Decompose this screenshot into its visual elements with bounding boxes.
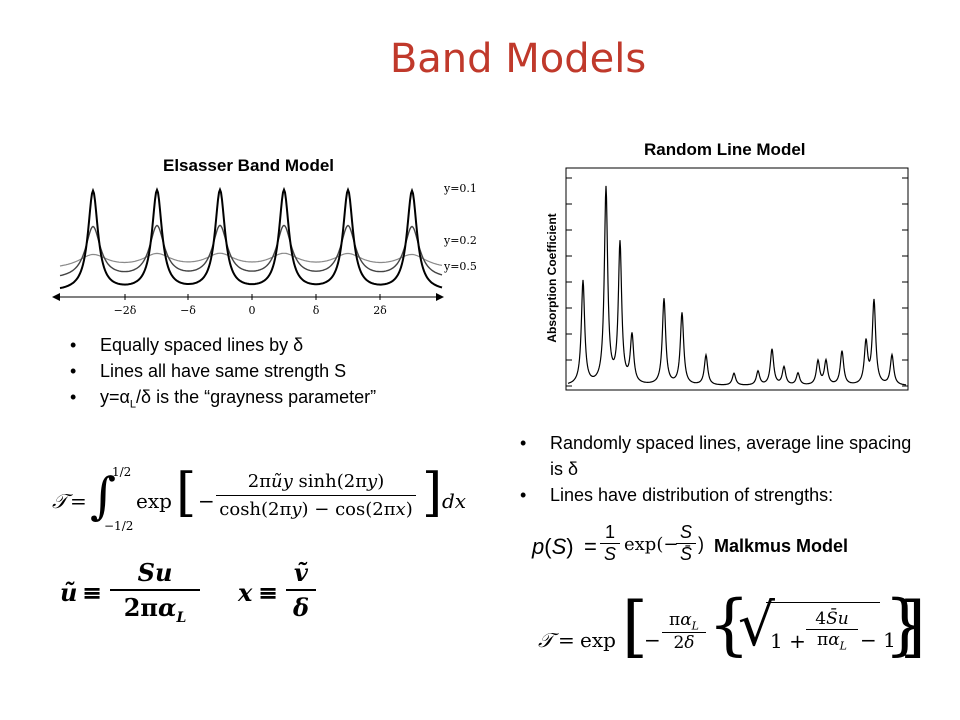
fraction-denominator: 2δ: [673, 633, 695, 654]
elsasser-transmission-equation: 𝒯 = ∫ 1/2 −1/2 exp [ − 2πũy sinh(2πy) co…: [52, 465, 472, 545]
fraction-numerator: παL: [669, 610, 699, 633]
integral-upper-limit: 1/2: [112, 465, 132, 479]
integral-lower-limit: −1/2: [104, 519, 134, 533]
x-axis-right-arrow: [436, 293, 444, 301]
random-line-bullets: Randomly spaced lines, average line spac…: [516, 430, 916, 508]
y-axis-ticks: [566, 177, 908, 387]
eq-fraction: 2πũy sinh(2πy) cosh(2πy) − cos(2πx): [216, 471, 416, 520]
fraction-numerator: 1: [604, 522, 615, 542]
sqrt-sign: √: [738, 591, 775, 659]
x-tick-label: 2δ: [373, 304, 387, 317]
fraction-denominator: S: [603, 544, 616, 564]
exp-function: exp(−: [624, 534, 679, 555]
right-bracket: ]: [900, 588, 926, 665]
x-axis-ticks: [124, 294, 381, 300]
bullet-item: y=αL/δ is the “grayness parameter”: [66, 384, 486, 418]
x-fraction: ṽ δ: [286, 558, 316, 622]
sqrt-fraction: 4S̄u παL: [806, 609, 858, 652]
grayness-subscript: L: [129, 398, 137, 411]
malkmus-transmission-equation: 𝒯 = exp [ − παL 2δ { √ 1 + 4S̄u παL − 1 …: [534, 592, 926, 690]
u-tilde-definition: ũ ≡ Su 2παL: [60, 558, 210, 628]
fraction-denominator: cosh(2πy) − cos(2πx): [219, 499, 413, 520]
left-bracket: [: [622, 588, 648, 665]
curve-y-0-5: [59, 252, 443, 267]
x-tick-label: −δ: [180, 304, 196, 317]
eq-operator: =: [558, 628, 575, 652]
slide-title: Band Models: [389, 36, 647, 82]
random-line-figure: Absorption Coefficient: [545, 167, 909, 391]
elsasser-figure: −2δ −δ 0 δ 2δ y=0.1 y=0.2 y=0.5: [52, 182, 477, 317]
equivalence-sign: ≡: [82, 578, 103, 607]
exp-function: exp: [580, 628, 616, 652]
eq-operator: =: [584, 534, 597, 559]
bullet-item: Equally spaced lines by δ: [66, 332, 486, 358]
left-brace: {: [708, 586, 750, 663]
minus-sign: −: [644, 628, 661, 652]
bullet-item: Lines all have same strength S: [66, 358, 486, 384]
x-symbol: x: [238, 578, 253, 607]
ps-lhs: p(S): [532, 534, 574, 559]
fraction-bar: [216, 495, 416, 496]
fraction-denominator: δ: [292, 593, 309, 622]
y-axis-label: Absorption Coefficient: [545, 213, 559, 342]
eq-symbol: 𝒯: [538, 628, 554, 652]
fraction-numerator: S: [679, 522, 692, 542]
minus-one: − 1: [860, 628, 896, 652]
fraction-bar: [110, 589, 200, 591]
fraction-numerator: ṽ: [294, 558, 308, 587]
malkmus-fraction: παL 2δ: [662, 610, 706, 653]
absorption-spectrum: [567, 185, 907, 386]
close-paren: ): [698, 534, 704, 554]
random-line-figure-title: Random Line Model: [644, 140, 806, 159]
sqrt-content: 1 + 4S̄u παL: [766, 602, 880, 653]
u-tilde-symbol: ũ: [60, 578, 78, 607]
minus-sign: −: [198, 489, 215, 513]
malkmus-model-label: Malkmus Model: [714, 536, 849, 556]
fraction-denominator: 2παL: [123, 593, 187, 626]
x-tick-label: 0: [249, 304, 256, 317]
curve-label-y-0-1: y=0.1: [443, 182, 477, 195]
elsasser-bullets: Equally spaced lines by δ Lines all have…: [66, 332, 486, 418]
left-bracket: [: [176, 463, 197, 523]
fraction-numerator: 4S̄u: [815, 609, 849, 629]
elsasser-figure-title: Elsasser Band Model: [163, 156, 335, 175]
sqrt-one: 1 +: [770, 629, 806, 653]
plot-frame: [565, 167, 909, 391]
bullet-item: Lines have distribution of strengths:: [516, 482, 916, 508]
fraction-bar: [806, 629, 858, 630]
ps-fraction-2: S S̄: [676, 522, 696, 565]
fraction-bar: [286, 589, 316, 591]
x-axis-left-arrow: [52, 293, 60, 301]
fraction-denominator: παL: [817, 630, 847, 653]
fraction-bar: [676, 543, 696, 544]
fraction-numerator: Su: [137, 558, 173, 587]
integral-sign: ∫: [90, 467, 117, 525]
curve-y-0-1: [59, 186, 443, 290]
differential: dx: [442, 489, 467, 513]
x-definition: x ≡ ṽ δ: [238, 558, 328, 628]
ps-fraction-1: 1 S: [600, 522, 620, 565]
curve-y-0-2: [59, 224, 443, 277]
fraction-bar: [600, 543, 620, 544]
curve-label-y-0-5: y=0.5: [443, 260, 477, 273]
equivalence-sign: ≡: [258, 578, 279, 607]
strength-distribution-equation: p(S) = 1 S exp(− S S̄ ): [532, 522, 712, 572]
curve-label-y-0-2: y=0.2: [443, 234, 477, 247]
eq-symbol: 𝒯: [52, 489, 68, 513]
x-tick-label: δ: [313, 304, 320, 317]
exp-function: exp: [136, 489, 172, 513]
grayness-suffix: /δ is the “grayness parameter”: [136, 387, 377, 407]
right-bracket: ]: [422, 463, 443, 523]
fraction-numerator: 2πũy sinh(2πy): [247, 471, 385, 492]
fraction-bar: [662, 632, 706, 634]
grayness-prefix: y=α: [100, 387, 130, 407]
bullet-item: Randomly spaced lines, average line spac…: [516, 430, 916, 482]
x-tick-label: −2δ: [114, 304, 137, 317]
right-brace: }: [884, 586, 926, 663]
fraction-denominator: S̄: [679, 544, 692, 564]
u-tilde-fraction: Su 2παL: [110, 558, 200, 626]
eq-operator: =: [70, 489, 87, 513]
